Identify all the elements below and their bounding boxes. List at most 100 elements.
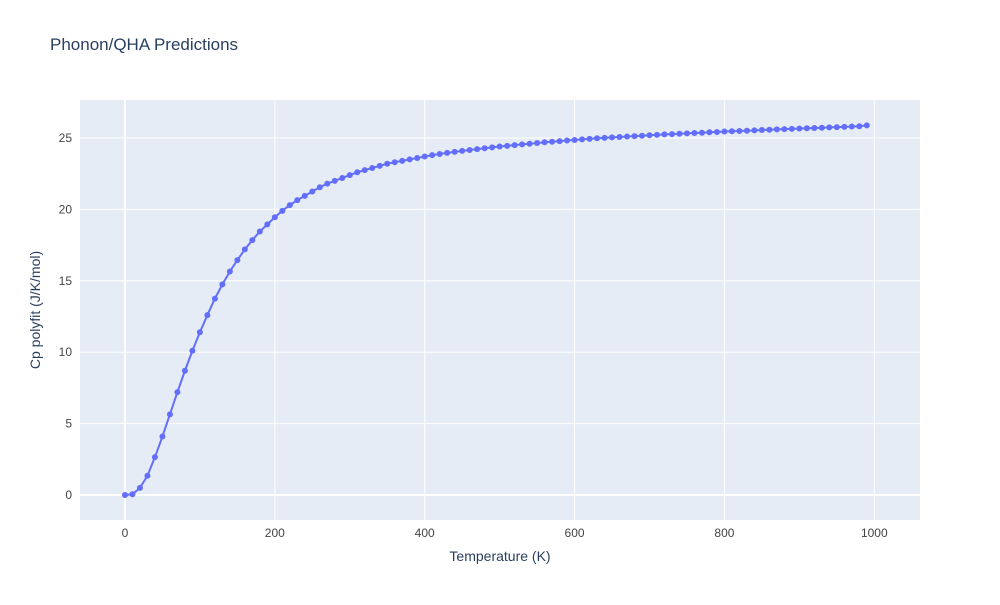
data-point xyxy=(249,237,256,244)
data-point xyxy=(121,492,128,499)
data-point xyxy=(226,268,233,275)
x-tick-label: 200 xyxy=(265,526,285,540)
data-point xyxy=(564,137,571,144)
data-point xyxy=(444,149,451,156)
y-tick-label: 15 xyxy=(59,274,73,288)
data-point xyxy=(181,367,188,374)
data-point xyxy=(534,139,541,146)
data-point xyxy=(766,126,773,133)
y-tick-label: 10 xyxy=(59,345,73,359)
data-point xyxy=(429,152,436,159)
data-point xyxy=(474,146,481,153)
data-point xyxy=(144,472,151,479)
data-point xyxy=(811,124,818,131)
data-point xyxy=(466,146,473,153)
data-point xyxy=(624,133,631,140)
data-point xyxy=(271,214,278,221)
y-tick-label: 5 xyxy=(65,417,72,431)
data-point xyxy=(136,484,143,491)
y-tick-label: 25 xyxy=(59,131,73,145)
y-tick-label: 20 xyxy=(59,202,73,216)
data-point xyxy=(309,188,316,195)
data-point xyxy=(256,228,263,235)
data-point xyxy=(519,141,526,148)
data-point xyxy=(129,491,136,498)
data-point xyxy=(286,202,293,209)
data-point xyxy=(354,169,361,176)
data-point xyxy=(301,192,308,199)
y-tick-label: 0 xyxy=(65,488,72,502)
data-point xyxy=(436,150,443,157)
data-point xyxy=(833,124,840,131)
data-point xyxy=(541,139,548,146)
data-point xyxy=(796,125,803,132)
plot-area xyxy=(80,100,920,520)
data-point xyxy=(451,148,458,155)
data-point xyxy=(204,312,211,319)
x-tick-label: 800 xyxy=(714,526,734,540)
data-point xyxy=(668,131,675,138)
data-point xyxy=(743,127,750,134)
data-point xyxy=(279,207,286,214)
data-point xyxy=(151,454,158,461)
data-point xyxy=(331,177,338,184)
x-axis-title: Temperature (K) xyxy=(449,548,550,564)
data-point xyxy=(481,145,488,152)
data-point xyxy=(316,184,323,191)
data-point xyxy=(661,131,668,138)
data-point xyxy=(421,153,428,160)
data-point xyxy=(683,130,690,137)
data-point xyxy=(264,221,271,228)
data-point xyxy=(391,159,398,166)
data-point xyxy=(159,433,166,440)
data-point xyxy=(773,126,780,133)
data-point xyxy=(713,128,720,135)
data-point xyxy=(594,135,601,142)
data-point xyxy=(601,134,608,141)
data-point xyxy=(653,131,660,138)
data-point xyxy=(504,142,511,149)
data-point xyxy=(758,126,765,133)
data-point xyxy=(556,138,563,145)
data-point xyxy=(219,281,226,288)
data-point xyxy=(189,347,196,354)
x-tick-label: 600 xyxy=(565,526,585,540)
data-point xyxy=(211,295,218,302)
data-point xyxy=(818,124,825,131)
data-point xyxy=(736,127,743,134)
data-point xyxy=(863,122,870,129)
data-point xyxy=(489,144,496,151)
data-point xyxy=(346,172,353,179)
data-point xyxy=(691,129,698,136)
data-point xyxy=(459,147,466,154)
data-point xyxy=(698,129,705,136)
data-point xyxy=(803,125,810,132)
data-point xyxy=(616,133,623,140)
data-point xyxy=(361,167,368,174)
x-tick-label: 400 xyxy=(415,526,435,540)
data-point xyxy=(751,127,758,134)
data-point xyxy=(579,136,586,143)
data-point xyxy=(586,135,593,142)
data-point xyxy=(781,126,788,133)
x-tick-label: 0 xyxy=(122,526,129,540)
data-point xyxy=(721,128,728,135)
y-axis-title: Cp polyfit (J/K/mol) xyxy=(27,251,43,369)
data-point xyxy=(571,136,578,143)
chart-title: Phonon/QHA Predictions xyxy=(50,35,238,54)
data-point xyxy=(414,154,421,161)
data-point xyxy=(706,129,713,136)
data-point xyxy=(241,246,248,253)
data-point xyxy=(376,162,383,169)
data-point xyxy=(728,128,735,135)
data-point xyxy=(646,132,653,139)
data-point xyxy=(166,411,173,418)
data-point xyxy=(339,174,346,181)
data-point xyxy=(631,133,638,140)
data-point xyxy=(676,130,683,137)
data-point xyxy=(234,257,241,264)
data-point xyxy=(496,143,503,150)
data-point xyxy=(399,157,406,164)
series-line xyxy=(124,124,867,497)
